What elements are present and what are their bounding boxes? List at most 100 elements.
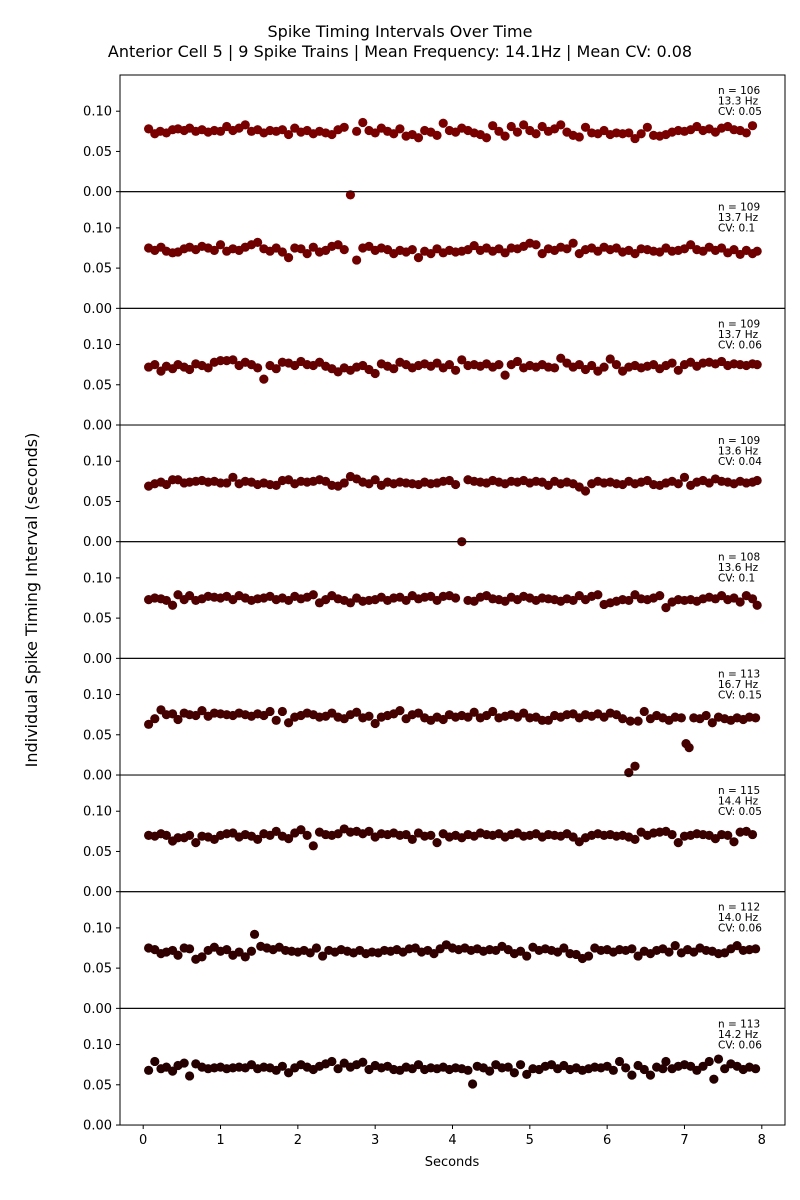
chart-title: Spike Timing Intervals Over Time (267, 22, 533, 41)
spike-interval-point (618, 714, 628, 724)
x-tick-label: 2 (294, 1133, 302, 1148)
spike-interval-point (667, 358, 677, 368)
spike-interval-point (679, 472, 690, 482)
y-tick-label: 0.00 (83, 419, 112, 434)
y-tick-label: 0.05 (83, 612, 112, 627)
spike-interval-point (161, 595, 171, 606)
spike-interval-point (485, 1066, 495, 1076)
spike-interval-point (197, 952, 207, 962)
spike-interval-point (327, 1056, 337, 1067)
spike-interval-point (574, 132, 584, 142)
y-tick-label: 0.05 (83, 378, 112, 393)
x-tick-label: 6 (603, 1133, 611, 1148)
x-tick-label: 0 (139, 1133, 147, 1148)
spike-interval-point (339, 122, 349, 132)
spike-interval-point (283, 718, 294, 728)
spike-interval-point (580, 486, 591, 496)
spike-interval-point (463, 712, 473, 722)
y-tick-label: 0.00 (83, 769, 112, 784)
y-tick-label: 0.10 (83, 1038, 112, 1053)
x-tick-label: 8 (758, 1133, 766, 1148)
spike-interval-point (277, 706, 287, 717)
spike-interval-point (500, 370, 510, 380)
spike-interval-point (537, 249, 547, 259)
spike-interval-point (568, 238, 578, 248)
panel-stats-annotation: n = 109 (718, 435, 760, 447)
panel-stats-annotation: 14.0 Hz (718, 912, 759, 924)
spike-interval-point (494, 126, 504, 136)
spike-interval-point (503, 1062, 513, 1072)
spike-interval-point (150, 360, 160, 370)
spike-interval-point (234, 947, 244, 957)
panel-stats-annotation: n = 109 (718, 318, 760, 330)
y-tick-label: 0.05 (83, 495, 112, 510)
spike-interval-point (370, 368, 380, 379)
spike-interval-point (150, 1056, 160, 1067)
spike-interval-point (608, 1065, 618, 1075)
spike-interval-point (630, 761, 640, 771)
spike-interval-point (450, 479, 461, 490)
spike-interval-point (271, 364, 281, 374)
spike-interval-point (358, 1057, 368, 1067)
spike-interval-point (627, 944, 637, 954)
spike-interval-point (450, 593, 461, 603)
spike-interval-point (308, 242, 318, 252)
panel-stats-annotation: 13.7 Hz (718, 329, 759, 341)
data-points (144, 471, 762, 547)
y-tick-label: 0.00 (83, 185, 112, 200)
spike-interval-point (296, 825, 306, 835)
spike-interval-point (401, 595, 411, 606)
spike-interval-point (661, 603, 671, 613)
spike-interval-point (228, 472, 238, 482)
spike-interval-point (302, 249, 312, 259)
spike-interval-point (246, 946, 257, 956)
spike-interval-point (639, 706, 649, 717)
x-tick-label: 1 (216, 1133, 224, 1148)
spike-interval-point (752, 246, 762, 256)
spike-interval-point (327, 129, 337, 140)
spike-interval-point (389, 364, 399, 374)
spike-interval-point (173, 714, 183, 725)
y-tick-label: 0.00 (83, 302, 112, 317)
spike-interval-point (469, 240, 479, 251)
spike-interval-point (716, 243, 727, 253)
spike-interval-point (729, 245, 739, 255)
spike-interval-point (562, 244, 572, 254)
spike-interval-point (191, 838, 201, 848)
spike-interval-point (747, 121, 758, 131)
spike-interval-point (352, 707, 362, 717)
spike-interval-point (389, 129, 399, 139)
panel-stats-annotation: CV: 0.06 (718, 339, 762, 351)
spike-interval-point (364, 711, 374, 721)
spike-interval-point (364, 826, 374, 836)
spike-interval-point (670, 941, 680, 951)
panel-stats-annotation: 13.6 Hz (718, 446, 759, 458)
spike-interval-point (311, 943, 322, 953)
spike-interval-point (144, 719, 154, 729)
spike-interval-point (240, 952, 250, 962)
panel-stats-annotation: 14.4 Hz (718, 796, 759, 808)
spike-interval-point (630, 834, 640, 844)
spike-interval-point (438, 714, 448, 725)
spike-interval-point (686, 240, 696, 250)
spike-interval-point (407, 834, 417, 844)
spike-interval-point (283, 1068, 294, 1078)
spike-interval-point (184, 944, 195, 954)
x-axis: 0 1 2 3 4 5 6 7 8 (139, 1125, 766, 1148)
spike-interval-point (747, 594, 758, 604)
spike-interval-point (222, 478, 232, 488)
spike-interval-point (426, 830, 436, 840)
spike-interval-point (729, 837, 739, 847)
spike-interval-point (522, 951, 532, 961)
spike-interval-point (179, 1058, 189, 1068)
y-tick-label: 0.10 (83, 805, 112, 820)
spike-interval-point (735, 597, 745, 607)
spike-interval-point (228, 355, 238, 365)
spike-interval-point (308, 841, 318, 851)
y-tick-label: 0.10 (83, 688, 112, 703)
y-tick-label: 0.10 (83, 921, 112, 936)
spike-interval-point (253, 363, 263, 373)
